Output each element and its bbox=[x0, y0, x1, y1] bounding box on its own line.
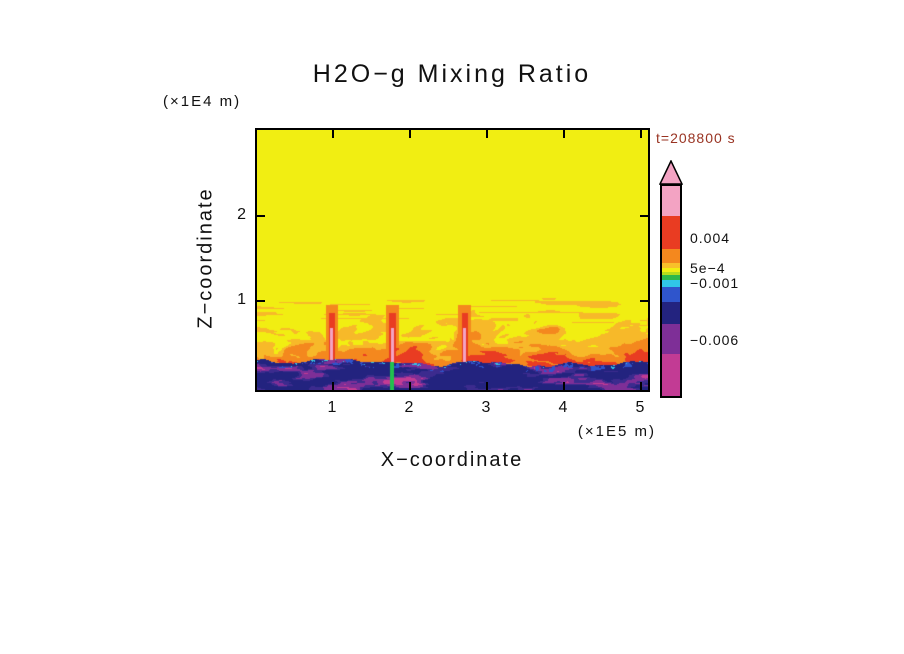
colorbar-segment bbox=[662, 272, 680, 275]
x-axis-units: (×1E5 m) bbox=[577, 423, 656, 440]
heatmap-canvas bbox=[257, 130, 648, 390]
y-tick-label-1: 1 bbox=[237, 291, 246, 308]
colorbar-segment bbox=[662, 302, 680, 324]
colorbar-segment bbox=[662, 186, 680, 216]
tick-mark bbox=[332, 130, 334, 138]
tick-mark bbox=[640, 130, 642, 138]
tick-mark bbox=[640, 382, 642, 390]
tick-mark bbox=[486, 382, 488, 390]
x-tick-label-5: 5 bbox=[635, 399, 645, 416]
colorbar-segment bbox=[662, 354, 680, 396]
colorbar-label-5e-4: 5e−4 bbox=[690, 260, 726, 276]
tick-mark bbox=[563, 382, 565, 390]
x-tick-label-3: 3 bbox=[481, 399, 491, 416]
colorbar-segment bbox=[662, 287, 680, 302]
tick-mark bbox=[640, 215, 648, 217]
colorbar-arrow-icon bbox=[659, 160, 683, 185]
plot-area bbox=[255, 128, 650, 392]
y-axis-units: (×1E4 m) bbox=[163, 93, 242, 110]
x-tick-label-2: 2 bbox=[404, 399, 414, 416]
tick-mark bbox=[257, 300, 265, 302]
colorbar bbox=[660, 184, 682, 398]
colorbar-segment bbox=[662, 263, 680, 268]
colorbar-segment bbox=[662, 275, 680, 280]
chart-title: H2O−g Mixing Ratio bbox=[312, 60, 592, 88]
time-annotation: t=208800 s bbox=[656, 130, 736, 146]
x-tick-label-4: 4 bbox=[558, 399, 568, 416]
x-tick-label-1: 1 bbox=[327, 399, 337, 416]
colorbar-label-0004: 0.004 bbox=[690, 230, 731, 246]
tick-mark bbox=[486, 130, 488, 138]
colorbar-segment bbox=[662, 249, 680, 263]
x-axis-label: X−coordinate bbox=[380, 449, 524, 471]
colorbar-segment bbox=[662, 268, 680, 272]
tick-mark bbox=[257, 215, 265, 217]
colorbar-segment bbox=[662, 280, 680, 287]
tick-mark bbox=[409, 382, 411, 390]
tick-mark bbox=[409, 130, 411, 138]
y-tick-label-2: 2 bbox=[237, 206, 246, 223]
colorbar-label-n0001: −0.001 bbox=[690, 275, 740, 291]
tick-mark bbox=[640, 300, 648, 302]
tick-mark bbox=[563, 130, 565, 138]
colorbar-label-n0006: −0.006 bbox=[690, 332, 740, 348]
tick-mark bbox=[332, 382, 334, 390]
colorbar-segment bbox=[662, 216, 680, 249]
colorbar-segment bbox=[662, 324, 680, 354]
